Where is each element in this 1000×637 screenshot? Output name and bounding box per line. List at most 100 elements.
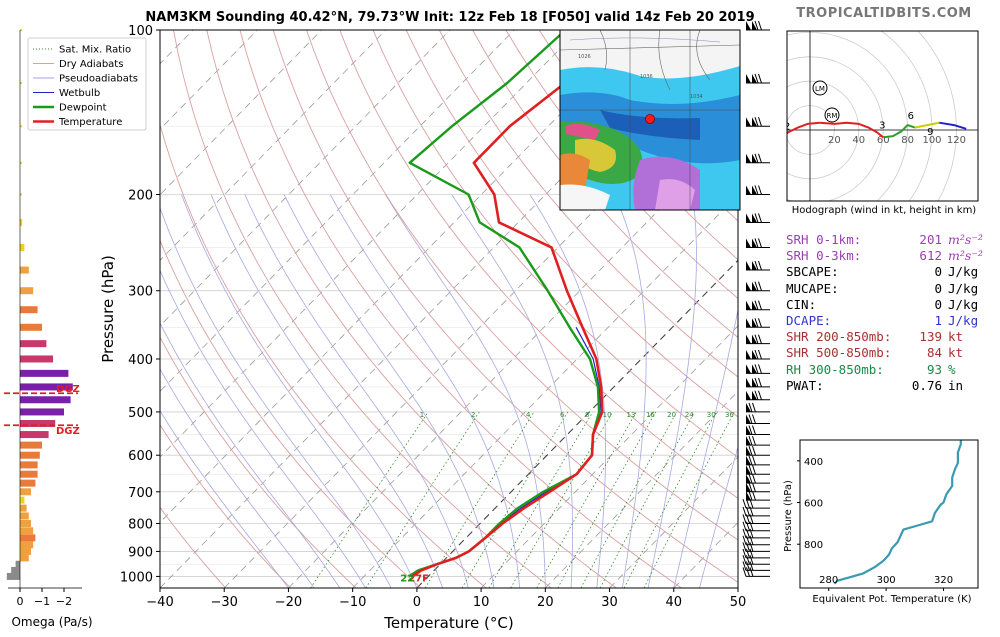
wind-barb: [746, 455, 770, 466]
hodograph-ring-label: 120: [947, 135, 966, 146]
dry-adiabat-line: [160, 122, 487, 588]
wind-barb: [746, 281, 770, 292]
index-row: SHR 500-850mb: 84 kt: [786, 345, 996, 361]
mixing-ratio-labels: 1 2 4 6 8 10 13 16 20 24 30 36: [420, 411, 735, 419]
skewt-frame: [159, 29, 739, 589]
x-tick-label: 40: [666, 595, 683, 610]
dry-adiabat-line: [239, 30, 682, 588]
omega-bar: [20, 340, 47, 348]
pseudoadiabat-line: [451, 194, 573, 588]
hodograph-ring-label: 40: [852, 135, 865, 146]
dry-adiabat-line: [538, 30, 738, 261]
x-tick-label: −10: [339, 595, 366, 610]
omega-tick-label: −1: [34, 595, 50, 608]
omega-bar: [20, 323, 42, 331]
index-label: SHR 500-850mb:: [786, 345, 892, 361]
index-row: SRH 0-3km: 612 m²s⁻²: [786, 248, 996, 264]
omega-bar: [20, 441, 42, 449]
omega-bar: [20, 554, 29, 562]
dry-adiabat-line: [372, 30, 738, 458]
hodograph-ring-label: 20: [828, 135, 841, 146]
isobar-label: 1026: [578, 54, 591, 60]
surface-temperature-label: 27F: [408, 573, 429, 584]
pseudoadiabat-line: [160, 269, 366, 588]
omega-xlabel: Omega (Pa/s): [11, 615, 92, 629]
legend-label: Dewpoint: [59, 103, 107, 114]
wind-barb: [746, 349, 770, 360]
mixing-ratio-label: 13: [627, 411, 636, 419]
mixing-ratio-label: 30: [707, 411, 716, 419]
theta-e-frame: [799, 439, 979, 589]
omega-bar: [20, 408, 64, 416]
legend-label: Wetbulb: [59, 88, 100, 99]
pseudoadiabat-line: [385, 194, 546, 588]
index-value: 93%: [927, 362, 996, 378]
dgz-label: DGZ: [56, 384, 80, 395]
y-tick-label: 600: [128, 449, 153, 464]
isotherm-line: [160, 30, 387, 261]
omega-bar: [20, 355, 53, 363]
omega-tick-label: 0: [17, 595, 24, 608]
omega-bar: [20, 396, 71, 404]
index-value: 0 J/kg: [934, 264, 996, 280]
index-value: 0 J/kg: [934, 281, 996, 297]
skewt-profiles: [408, 30, 631, 578]
mixing-ratio-line: [580, 411, 678, 588]
hodograph-ring-label: 100: [922, 135, 941, 146]
omega-bar: [20, 519, 31, 527]
storm-motion-label: LM: [815, 85, 825, 93]
hodograph-trace: [819, 121, 884, 139]
wind-barb: [746, 425, 770, 436]
wind-barb: [746, 377, 770, 388]
x-tick-label: 0: [413, 595, 421, 610]
omega-bar: [20, 266, 29, 274]
omega-bar: [20, 461, 38, 469]
theta-e-panel: 280 300 320 400 600 800: [797, 439, 979, 591]
index-number: 0: [934, 264, 942, 280]
omega-bar: [11, 566, 20, 574]
index-unit: m²s⁻²: [948, 248, 983, 264]
omega-bar: [20, 451, 40, 459]
index-row: DCAPE: 1 J/kg: [786, 313, 996, 329]
pseudoadiabat-line: [160, 206, 392, 588]
theta-e-ytick-label: 800: [804, 540, 823, 551]
index-row: MUCAPE: 0 J/kg: [786, 281, 996, 297]
omega-bar: [20, 243, 25, 251]
theta-e-profile: [833, 440, 962, 585]
index-value: 612 m²s⁻²: [919, 248, 996, 264]
wind-barb: [746, 318, 770, 328]
brand-label: TROPICALTIDBITS.COM: [796, 6, 971, 21]
index-number: 0.76: [911, 377, 942, 393]
x-tick-label: 30: [601, 595, 618, 610]
dry-adiabat-line: [173, 30, 552, 588]
pseudoadiabat-line: [160, 321, 341, 588]
legend-label: Temperature: [58, 117, 122, 128]
omega-bar: [20, 193, 22, 196]
omega-bar: [20, 547, 31, 555]
y-tick-label: 500: [128, 406, 153, 421]
isotherm-line: [288, 128, 738, 588]
wind-barb: [742, 498, 770, 509]
wind-barb: [746, 213, 770, 223]
omega-panel: 0 −1 −2 DGZ DGZ: [4, 29, 82, 608]
hodograph: 20 40 60 80 100 120 12 3 6 9 LM RM: [786, 30, 979, 202]
dry-adiabat-line: [160, 423, 292, 588]
index-unit: kt: [948, 345, 964, 361]
mixing-ratio-line: [510, 411, 613, 588]
index-value: 84 kt: [927, 345, 996, 361]
hodograph-title: Hodograph (wind in kt, height in km): [792, 205, 977, 216]
omega-bar: [20, 504, 27, 512]
index-value: 1 J/kg: [934, 313, 996, 329]
omega-bar: [6, 572, 20, 580]
mixing-ratio-label: 6: [560, 411, 565, 419]
x-tick-label: 10: [473, 595, 490, 610]
pseudoadiabat-line: [673, 307, 738, 588]
hodograph-frame: [786, 30, 979, 202]
index-label: MUCAPE:: [786, 280, 839, 296]
dry-adiabat-line: [472, 30, 738, 339]
pseudoadiabat-line: [329, 194, 520, 588]
pseudoadiabat-line: [529, 194, 607, 588]
sounding-indices: SRH 0-1km: 201 m²s⁻² SRH 0-3km: 612 m²s⁻² SBCA…: [786, 232, 996, 394]
wind-barb: [746, 402, 770, 413]
